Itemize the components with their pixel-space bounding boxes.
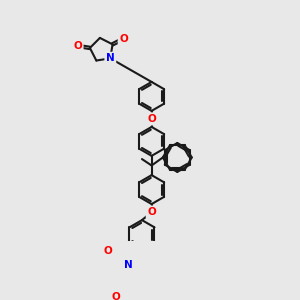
Text: O: O (73, 41, 82, 51)
Text: N: N (124, 260, 132, 270)
Text: O: O (147, 207, 156, 217)
Text: N: N (106, 53, 115, 63)
Text: O: O (147, 114, 156, 124)
Text: O: O (111, 292, 120, 300)
Text: O: O (119, 34, 128, 44)
Text: O: O (104, 246, 113, 256)
